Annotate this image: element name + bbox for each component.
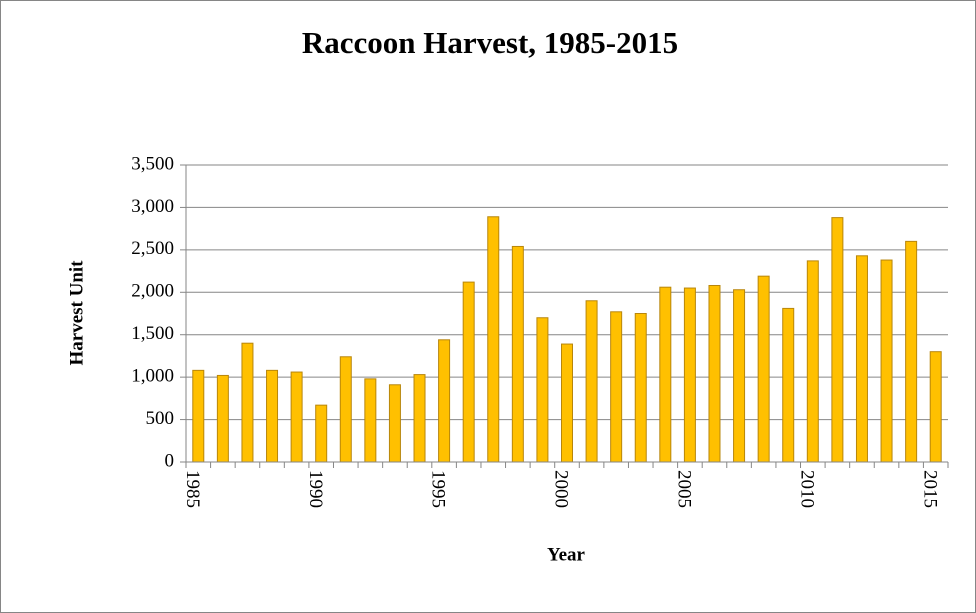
bar [659, 286, 672, 463]
bar [536, 317, 549, 463]
bar [511, 245, 524, 463]
bar [585, 300, 598, 463]
y-tick-label: 3,500 [131, 153, 174, 174]
x-tick-label: 2000 [551, 470, 572, 508]
bar [683, 287, 696, 463]
bar [266, 369, 279, 463]
bar [855, 255, 868, 463]
bar [782, 307, 795, 463]
y-tick-label: 1,000 [131, 366, 174, 387]
bar [315, 404, 328, 463]
bar [216, 374, 229, 463]
bar [905, 240, 918, 463]
bar [757, 275, 770, 463]
y-axis-label: Harvest Unit [66, 260, 87, 366]
bar [487, 216, 500, 463]
bar [561, 343, 573, 463]
bar [610, 311, 623, 463]
bar [831, 217, 844, 463]
bar [708, 284, 721, 463]
x-tick-label: 2015 [919, 470, 940, 508]
chart-title: Raccoon Harvest, 1985-2015 [302, 25, 678, 60]
bar [290, 371, 303, 463]
x-tick-label: 1995 [428, 470, 449, 508]
y-tick-label: 500 [146, 408, 175, 429]
x-tick-label: 1985 [182, 470, 203, 508]
bar [929, 351, 942, 463]
x-tick-label: 2005 [674, 470, 695, 508]
y-tick-label: 2,000 [131, 281, 174, 302]
y-tick-label: 0 [165, 450, 175, 471]
x-tick-label: 2010 [796, 470, 817, 508]
x-tick-label: 1990 [305, 470, 326, 508]
bar [462, 281, 475, 463]
y-tick-label: 3,000 [131, 196, 174, 217]
x-axis-label: Year [547, 544, 586, 565]
bar [733, 289, 746, 463]
bar [634, 313, 647, 463]
y-tick-label: 2,500 [131, 238, 174, 259]
bar [364, 378, 377, 463]
bar [438, 339, 451, 463]
y-tick-label: 1,500 [131, 323, 174, 344]
bar [339, 356, 352, 463]
bar [413, 374, 426, 463]
bar [880, 259, 893, 463]
bar [241, 342, 254, 463]
bar [192, 369, 205, 463]
bar [388, 384, 401, 463]
bar [806, 260, 819, 463]
